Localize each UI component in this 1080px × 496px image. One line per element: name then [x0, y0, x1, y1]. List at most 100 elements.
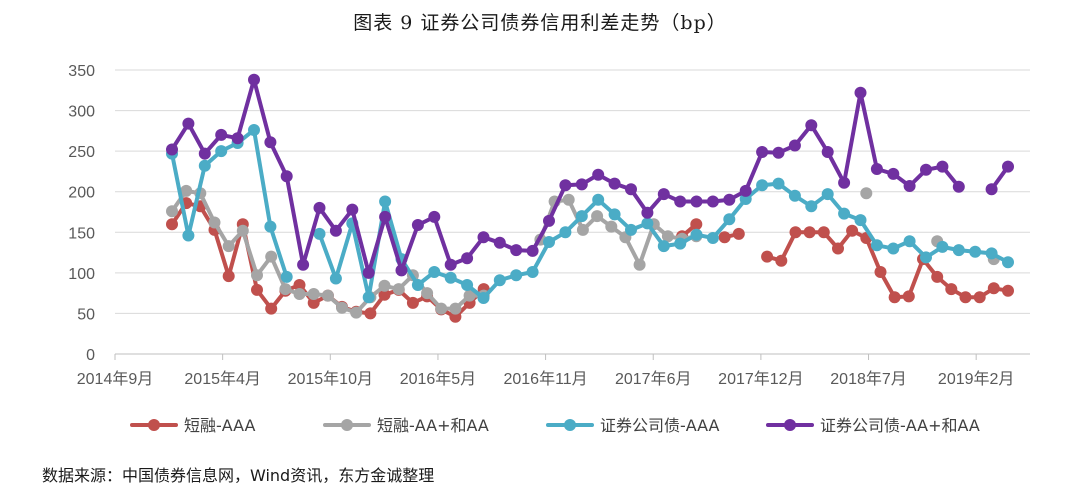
data-point [641, 217, 654, 230]
data-point [817, 226, 830, 239]
data-point [411, 279, 424, 291]
data-point [888, 291, 901, 304]
data-point [449, 302, 462, 315]
data-point [526, 244, 539, 257]
data-point [690, 195, 703, 208]
data-point [756, 146, 769, 158]
data-point [166, 205, 178, 218]
data-point [821, 188, 834, 201]
x-tick-label: 2017年12月 [718, 370, 803, 388]
legend-item: 短融-AA+和AA [323, 416, 489, 435]
data-point [293, 288, 306, 300]
data-point [1002, 284, 1014, 297]
data-point [761, 250, 774, 263]
data-point [215, 145, 228, 158]
data-point [625, 223, 637, 236]
legend-item: 证券公司债-AAA [546, 416, 720, 435]
data-point [803, 226, 816, 239]
data-point [575, 210, 588, 223]
x-tick-label: 2015年10月 [288, 370, 373, 388]
y-tick-label: 250 [68, 144, 95, 161]
legend-swatch-marker [564, 419, 576, 431]
data-point [854, 214, 867, 227]
legend-item: 证券公司债-AA+和AA [766, 416, 980, 435]
data-point [444, 271, 457, 284]
data-point [870, 239, 883, 252]
data-point [985, 183, 998, 196]
data-point [293, 279, 306, 291]
data-point [690, 228, 703, 241]
x-tick-label: 2017年6月 [615, 370, 692, 388]
y-tick-label: 350 [68, 63, 95, 80]
data-point [821, 146, 834, 158]
data-point [920, 251, 932, 264]
data-point [493, 274, 506, 287]
data-point [307, 296, 320, 309]
data-point [969, 245, 982, 258]
data-point [723, 193, 736, 206]
legend: 短融-AAA 短融-AA+和AA 证券公司债-AAA 证券公司债-AA+和AA [130, 416, 980, 435]
data-point [208, 216, 221, 229]
data-point [756, 179, 769, 192]
data-point [236, 224, 249, 237]
data-point [461, 252, 474, 265]
x-tick-label: 2018年7月 [830, 370, 907, 388]
data-point [987, 282, 1000, 295]
data-point [215, 128, 228, 141]
data-point [182, 117, 195, 130]
data-point [838, 176, 851, 189]
legend-label: 短融-AA+和AA [377, 416, 489, 435]
data-point [510, 269, 523, 282]
data-point [248, 73, 260, 86]
data-point [674, 195, 687, 208]
data-point [903, 180, 916, 192]
data-point [378, 279, 391, 292]
x-tick-label: 2016年11月 [503, 370, 587, 388]
chart-title: 图表 9 证券公司债券信用利差走势（bp） [353, 12, 727, 34]
data-point [936, 240, 949, 253]
x-tick-label: 2015年4月 [184, 370, 261, 388]
legend-swatch-marker [148, 419, 160, 431]
data-point [231, 132, 244, 145]
data-point [788, 189, 801, 202]
data-point [264, 220, 277, 233]
data-point [264, 136, 277, 149]
data-point [406, 296, 419, 309]
data-point [198, 147, 211, 160]
data-point [461, 279, 474, 291]
data-point [313, 227, 326, 240]
data-point [313, 201, 326, 214]
data-point [887, 167, 900, 180]
data-point [428, 266, 441, 278]
legend-label: 短融-AAA [184, 416, 256, 435]
data-point [739, 184, 752, 197]
data-point [477, 231, 490, 244]
data-point [362, 291, 375, 304]
series-4 [166, 73, 1014, 279]
data-point [718, 231, 731, 244]
data-point [838, 207, 851, 220]
data-point [379, 210, 392, 223]
series-line [170, 128, 289, 279]
source-note: 数据来源：中国债券信息网，Wind资讯，东方金诚整理 [42, 466, 435, 485]
y-tick-label: 100 [68, 266, 95, 283]
data-point [543, 214, 555, 227]
data-point [182, 229, 195, 242]
data-point [633, 258, 646, 271]
data-point [860, 187, 873, 200]
data-point [559, 226, 572, 239]
data-point [463, 289, 476, 302]
data-point [805, 200, 818, 213]
data-point [931, 270, 944, 283]
data-point [307, 288, 320, 300]
data-point [576, 223, 589, 236]
series-2 [166, 184, 1000, 319]
data-point [973, 291, 986, 304]
data-point [723, 213, 736, 226]
data-point [392, 283, 405, 296]
data-point [297, 258, 310, 271]
data-point [608, 177, 621, 190]
data-point [706, 195, 719, 208]
data-point [364, 307, 377, 320]
